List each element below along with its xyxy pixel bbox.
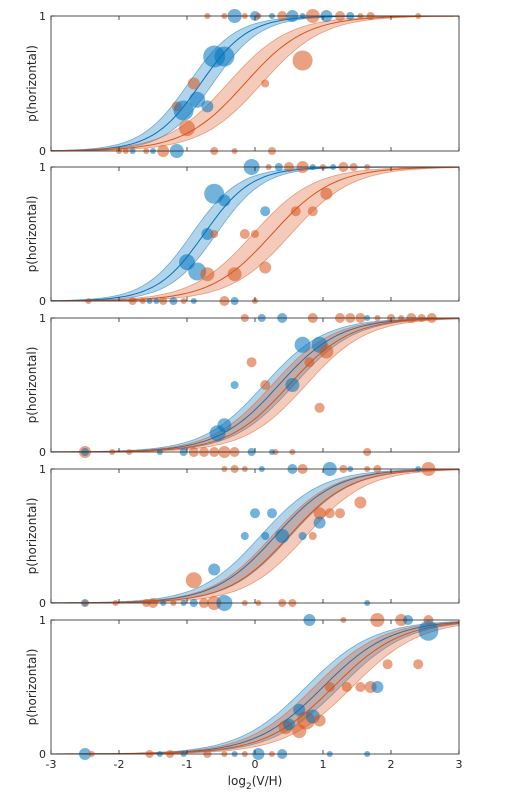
panel-4-orange-point bbox=[313, 507, 326, 520]
panel-5-orange-point bbox=[341, 682, 352, 692]
panel-4-orange-point bbox=[354, 496, 367, 509]
panel-5-blue-point bbox=[283, 718, 295, 731]
panel-1-background bbox=[51, 16, 459, 151]
panel-2-orange-point bbox=[239, 229, 250, 239]
panel-4-orange-point bbox=[308, 532, 317, 540]
panel-5-blue-point bbox=[371, 681, 384, 693]
panel-2-orange-point bbox=[259, 261, 272, 274]
panel-5-orange-point bbox=[355, 682, 366, 692]
x-tick-label: 0 bbox=[252, 758, 259, 771]
x-axis-label: log2(V/H) bbox=[228, 774, 283, 792]
x-tick-label: -1 bbox=[182, 758, 193, 771]
panel-5-orange-point bbox=[382, 659, 393, 670]
panel-1-blue-point bbox=[201, 100, 214, 113]
panel-1-blue-point bbox=[173, 100, 194, 121]
panel-2-blue-point bbox=[260, 206, 271, 217]
panel-5-y-tick-label: 0 bbox=[39, 748, 46, 761]
panel-4-orange-point bbox=[324, 508, 335, 519]
panel-4-blue-point bbox=[240, 532, 249, 540]
panel-5-blue-point bbox=[293, 703, 306, 716]
panel-4-blue-point bbox=[208, 563, 221, 576]
panel-1-y-tick-label: 1 bbox=[39, 10, 46, 23]
panel-2-blue-point bbox=[201, 228, 214, 240]
panel-3-orange-point bbox=[304, 357, 315, 368]
panel-2-y-axis-label: p(horizontal) bbox=[25, 196, 39, 273]
panel-1-orange-point bbox=[187, 77, 200, 90]
panel-2-orange-point bbox=[290, 206, 301, 217]
panel-3-orange-point bbox=[319, 344, 334, 359]
panel-4-blue-point bbox=[313, 516, 326, 529]
panel-5-y-axis-label: p(horizontal) bbox=[25, 649, 39, 726]
panel-2-y-tick-label: 0 bbox=[39, 295, 46, 308]
panel-3-orange-point bbox=[314, 402, 325, 413]
panel-1-blue-point bbox=[214, 46, 235, 67]
panel-4-blue-point bbox=[250, 508, 260, 519]
x-tick-label: 1 bbox=[320, 758, 327, 771]
panel-2-y-tick-label: 1 bbox=[39, 161, 46, 174]
panel-3-blue-point bbox=[230, 381, 239, 389]
panel-1-orange-point bbox=[292, 50, 313, 71]
panel-2-orange-point bbox=[320, 187, 333, 200]
panel-4-y-tick-label: 1 bbox=[39, 463, 46, 476]
panel-4-orange-point bbox=[335, 508, 345, 519]
panel-1-orange-point bbox=[179, 120, 195, 137]
panel-4-blue-point bbox=[298, 532, 307, 540]
panel-2-orange-point bbox=[210, 230, 219, 238]
panel-2-orange-point bbox=[251, 230, 259, 238]
panel-4-blue-point bbox=[267, 508, 277, 519]
panel-5-y-tick-label: 1 bbox=[39, 614, 46, 627]
panel-5-blue-point bbox=[418, 620, 439, 641]
panel-4-blue-point bbox=[261, 532, 270, 540]
panel-1-y-tick-label: 0 bbox=[39, 145, 46, 158]
x-tick-label: -2 bbox=[114, 758, 125, 771]
panel-3-blue-point bbox=[285, 378, 300, 392]
panel-2-orange-point bbox=[200, 267, 215, 282]
panel-3-y-tick-label: 0 bbox=[39, 446, 46, 459]
panel-5-background bbox=[51, 620, 459, 754]
panel-5-orange-point bbox=[313, 714, 326, 727]
x-tick-label: 2 bbox=[388, 758, 395, 771]
panel-3-blue-point bbox=[217, 418, 232, 433]
panel-2-orange-point bbox=[307, 206, 318, 217]
panel-3-orange-point bbox=[260, 380, 271, 390]
panel-5-orange-point bbox=[413, 659, 424, 670]
panel-2-blue-point bbox=[218, 194, 231, 207]
panel-5-orange-point bbox=[324, 682, 335, 692]
panel-4-y-axis-label: p(horizontal) bbox=[25, 498, 39, 575]
panel-1-blue-point bbox=[189, 91, 206, 108]
x-tick-label: 3 bbox=[456, 758, 463, 771]
panel-4-y-tick-label: 0 bbox=[39, 597, 46, 610]
panel-3-background bbox=[51, 318, 459, 452]
panel-4-background bbox=[51, 469, 459, 603]
panel-1-orange-point bbox=[261, 79, 270, 88]
panel-3-y-axis-label: p(horizontal) bbox=[25, 347, 39, 424]
panel-2-orange-point bbox=[227, 267, 242, 282]
panel-1-y-axis-label: p(horizontal) bbox=[25, 45, 39, 122]
panel-4-orange-point bbox=[185, 572, 202, 589]
panel-3-blue-point bbox=[294, 336, 311, 353]
x-tick-label: -3 bbox=[46, 758, 57, 771]
panel-4-blue-point bbox=[275, 529, 290, 543]
panel-3-y-tick-label: 1 bbox=[39, 312, 46, 325]
panel-3-orange-point bbox=[246, 357, 257, 368]
